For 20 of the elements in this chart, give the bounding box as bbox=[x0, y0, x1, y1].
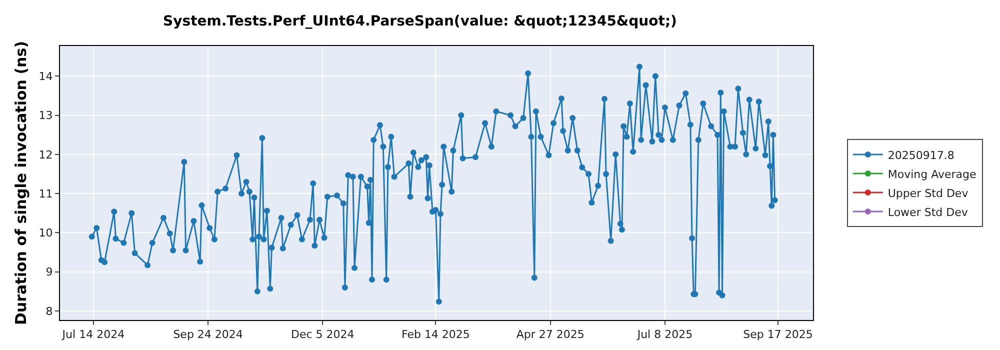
legend-label: 20250917.8 bbox=[888, 148, 954, 162]
x-tick-label: Sep 17 2025 bbox=[743, 328, 813, 342]
y-tick-label: 12 bbox=[38, 148, 53, 162]
x-tick-label: Feb 14 2025 bbox=[401, 328, 470, 342]
x-tick-label: Sep 24 2024 bbox=[173, 328, 243, 342]
y-tick-label: 13 bbox=[38, 109, 53, 122]
legend-label: Upper Std Dev bbox=[888, 186, 969, 200]
legend-label: Lower Std Dev bbox=[888, 206, 968, 219]
y-tick-label: 10 bbox=[38, 226, 53, 240]
x-tick-label: Jul 14 2024 bbox=[61, 328, 125, 342]
y-tick-label: 9 bbox=[46, 266, 53, 279]
x-tick-label: Jul 8 2025 bbox=[636, 328, 693, 342]
y-axis-title: Duration of single invocation (ns) bbox=[12, 41, 30, 325]
chart-title: System.Tests.Perf_UInt64.ParseSpan(value: &quot;12345&quot;) bbox=[163, 14, 677, 30]
y-tick-label: 14 bbox=[38, 70, 53, 83]
x-tick-label: Dec 5 2024 bbox=[291, 328, 354, 342]
y-tick-label: 8 bbox=[46, 304, 53, 318]
legend-label: Moving Average bbox=[888, 168, 977, 181]
y-tick-label: 11 bbox=[38, 187, 53, 200]
x-tick-label: Apr 27 2025 bbox=[516, 328, 584, 342]
